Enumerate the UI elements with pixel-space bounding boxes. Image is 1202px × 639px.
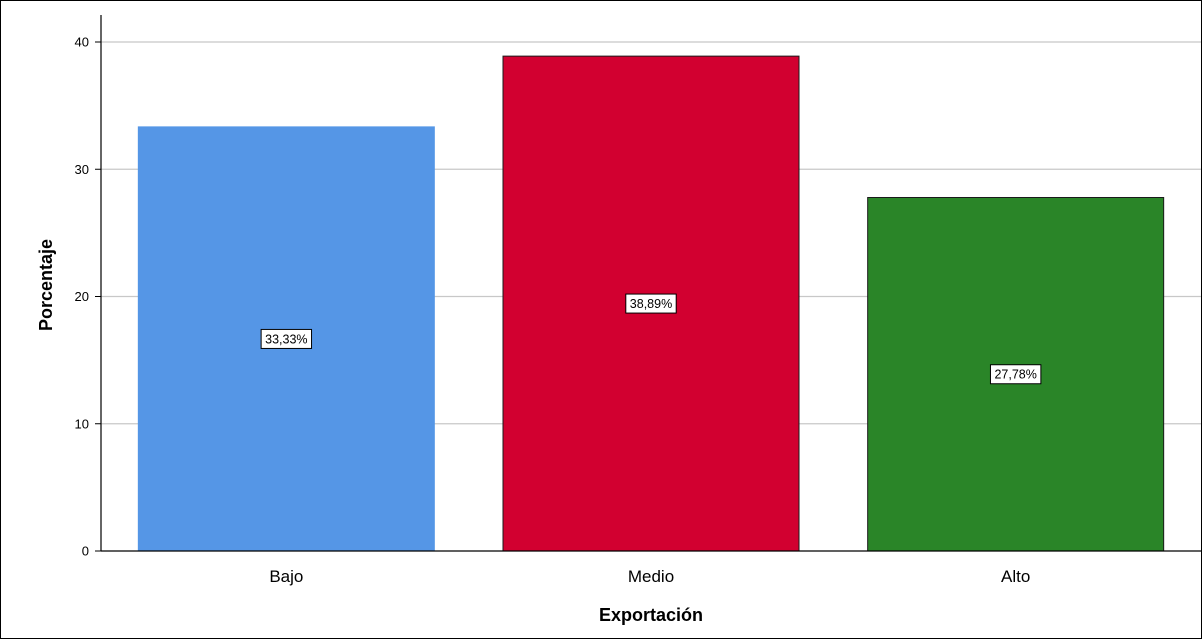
axes bbox=[100, 15, 1201, 552]
y-tick-label-0: 0 bbox=[82, 544, 89, 559]
data-label-bajo: 33,33% bbox=[265, 332, 307, 346]
y-tick-label-40: 40 bbox=[75, 35, 89, 50]
data-label-box-alto bbox=[989, 364, 1042, 385]
x-tick-label-alto: Alto bbox=[1001, 567, 1030, 586]
data-label-box-bajo bbox=[260, 328, 313, 349]
data-label-box-medio bbox=[625, 293, 677, 314]
data-label-medio: 38,89% bbox=[630, 297, 672, 311]
y-axis-title: Porcentaje bbox=[36, 239, 56, 331]
data-labels: 33,33% 38,89% 27,78% bbox=[260, 293, 1042, 385]
y-tick-label-20: 20 bbox=[75, 289, 89, 304]
y-tick-labels: 0 10 20 30 40 bbox=[75, 35, 89, 559]
y-tick-label-30: 30 bbox=[75, 162, 89, 177]
data-label-alto: 27,78% bbox=[994, 368, 1036, 382]
x-tick-label-bajo: Bajo bbox=[269, 567, 303, 586]
y-tick-label-10: 10 bbox=[75, 416, 89, 431]
x-tick-label-medio: Medio bbox=[628, 567, 674, 586]
bar-bajo bbox=[137, 126, 435, 552]
x-axis-title: Exportación bbox=[599, 605, 703, 625]
x-tick-labels: Bajo Medio Alto bbox=[269, 567, 1030, 586]
